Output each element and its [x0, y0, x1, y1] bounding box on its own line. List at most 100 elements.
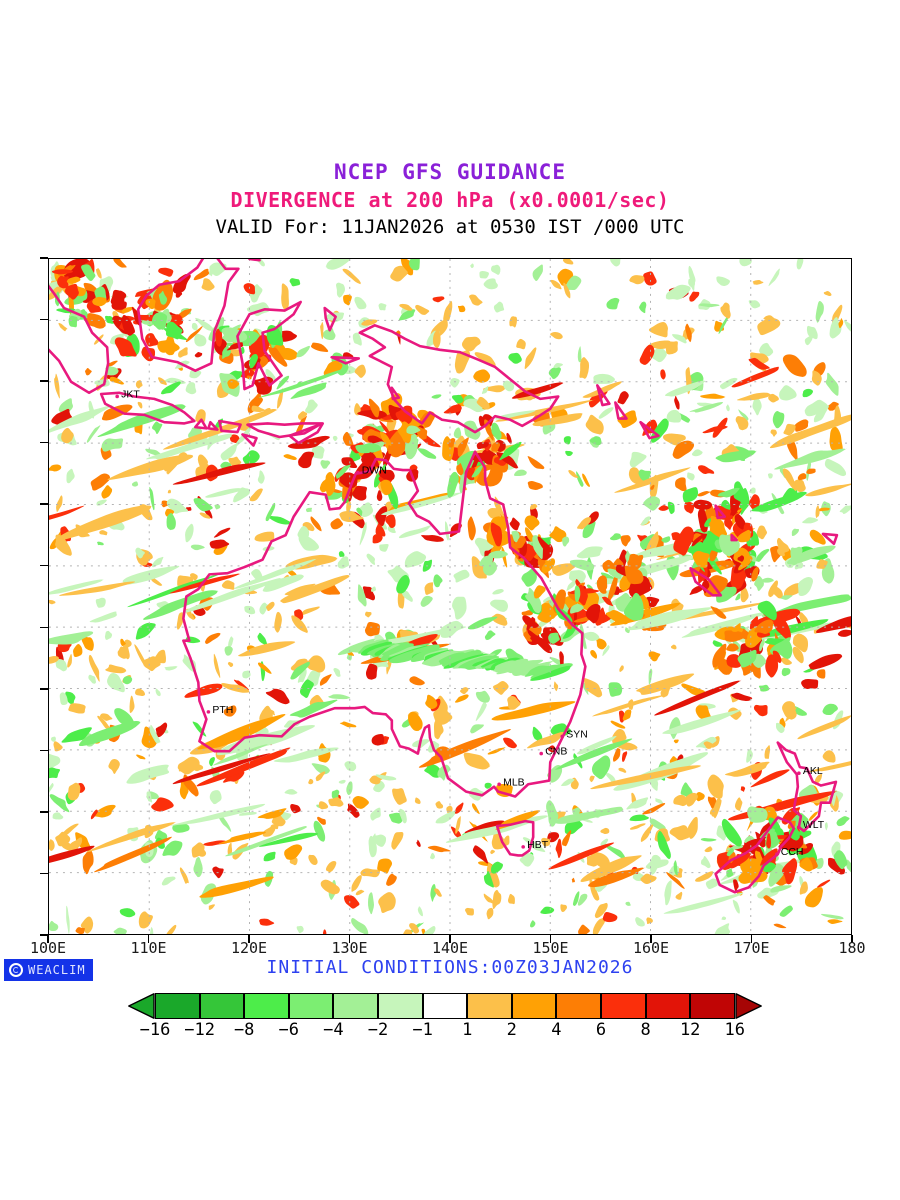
divergence-patch: [643, 271, 657, 286]
divergence-patch: [214, 504, 221, 510]
coastline-path: [218, 419, 242, 434]
divergence-patch: [306, 655, 326, 674]
x-axis-tick: [851, 935, 853, 943]
divergence-patch: [469, 724, 484, 734]
divergence-patch: [712, 417, 728, 439]
divergence-patch: [769, 414, 851, 449]
divergence-patch: [229, 434, 240, 443]
divergence-patch: [802, 388, 813, 398]
divergence-patch: [824, 822, 828, 831]
divergence-patch: [337, 556, 350, 569]
divergence-patch: [774, 447, 848, 470]
divergence-patch: [215, 328, 223, 347]
colorbar-swatch: [199, 993, 245, 1019]
colorbar-tick-label: 12: [679, 1020, 701, 1040]
divergence-patch: [492, 589, 504, 595]
divergence-patch: [805, 483, 851, 497]
colorbar-swatch: [244, 993, 289, 1019]
divergence-patch: [452, 596, 467, 621]
weaclim-logo-label: WEACLIM: [28, 963, 86, 977]
divergence-patch: [421, 534, 445, 542]
divergence-patch: [454, 802, 464, 814]
divergence-patch: [82, 849, 94, 876]
divergence-patch: [378, 303, 387, 311]
divergence-patch: [605, 609, 630, 625]
divergence-patch: [471, 464, 484, 478]
divergence-patch: [332, 435, 338, 441]
divergence-patch: [242, 670, 251, 679]
divergence-patch: [49, 845, 95, 863]
divergence-patch: [824, 458, 847, 477]
city-label: AKL: [803, 766, 823, 777]
divergence-patch: [160, 381, 181, 395]
coastline-path: [49, 284, 110, 395]
divergence-patch: [796, 259, 804, 270]
divergence-patch: [740, 585, 749, 603]
x-axis-tick: [147, 935, 150, 943]
divergence-patch: [370, 586, 377, 592]
divergence-patch: [703, 741, 714, 749]
divergence-patch: [666, 871, 686, 890]
divergence-patch: [86, 425, 101, 443]
divergence-patch: [748, 357, 770, 370]
coastline-path: [248, 259, 261, 262]
divergence-patch: [735, 593, 741, 601]
divergence-patch: [753, 704, 768, 717]
divergence-patch: [381, 491, 464, 516]
divergence-patch: [670, 644, 677, 650]
divergence-patch: [565, 275, 582, 291]
divergence-patch: [493, 301, 505, 314]
divergence-patch: [191, 322, 198, 331]
city-marker: [797, 825, 801, 830]
divergence-patch: [779, 385, 798, 401]
divergence-patch: [490, 522, 503, 547]
colorbar-tick-label: 6: [595, 1020, 607, 1040]
divergence-patch: [305, 507, 313, 513]
divergence-patch: [709, 515, 729, 536]
divergence-patch: [770, 585, 783, 599]
divergence-patch: [515, 338, 526, 350]
divergence-patch: [192, 721, 208, 738]
divergence-patch: [650, 484, 655, 490]
divergence-patch: [648, 322, 668, 338]
divergence-patch: [669, 825, 692, 841]
divergence-patch: [145, 298, 156, 310]
divergence-patch: [297, 669, 307, 683]
divergence-patch: [431, 394, 442, 399]
x-axis-label: 140E: [431, 939, 469, 957]
divergence-patch: [701, 579, 710, 595]
divergence-patch: [88, 674, 97, 684]
divergence-patch: [56, 505, 153, 541]
colorbar-tick-label: −2: [367, 1020, 389, 1040]
divergence-patch: [506, 432, 512, 445]
divergence-patch: [732, 899, 740, 914]
divergence-patch: [68, 703, 86, 714]
divergence-patch: [135, 547, 145, 559]
divergence-patch: [182, 575, 286, 614]
divergence-patch: [216, 724, 321, 756]
divergence-patch: [346, 781, 353, 796]
divergence-patch: [399, 303, 413, 311]
divergence-patch: [416, 839, 421, 848]
x-axis-label: 170E: [733, 939, 770, 957]
divergence-patch: [764, 745, 771, 759]
divergence-patch: [386, 873, 397, 886]
divergence-patch: [379, 420, 392, 437]
divergence-patch: [569, 559, 595, 571]
divergence-patch: [629, 814, 649, 822]
divergence-patch: [49, 505, 85, 520]
colorbar-swatch: [155, 993, 200, 1019]
divergence-patch: [646, 917, 653, 925]
divergence-patch: [590, 765, 707, 790]
divergence-patch: [221, 327, 248, 343]
divergence-patch: [65, 691, 76, 705]
divergence-patch: [149, 724, 161, 744]
divergence-patch: [379, 431, 392, 449]
divergence-patch: [257, 632, 268, 646]
divergence-patch: [106, 672, 125, 694]
colorbar-swatch: [690, 993, 735, 1019]
divergence-patch: [322, 360, 343, 377]
divergence-patch: [66, 276, 81, 284]
divergence-patch: [546, 800, 559, 828]
divergence-patch: [445, 521, 449, 542]
